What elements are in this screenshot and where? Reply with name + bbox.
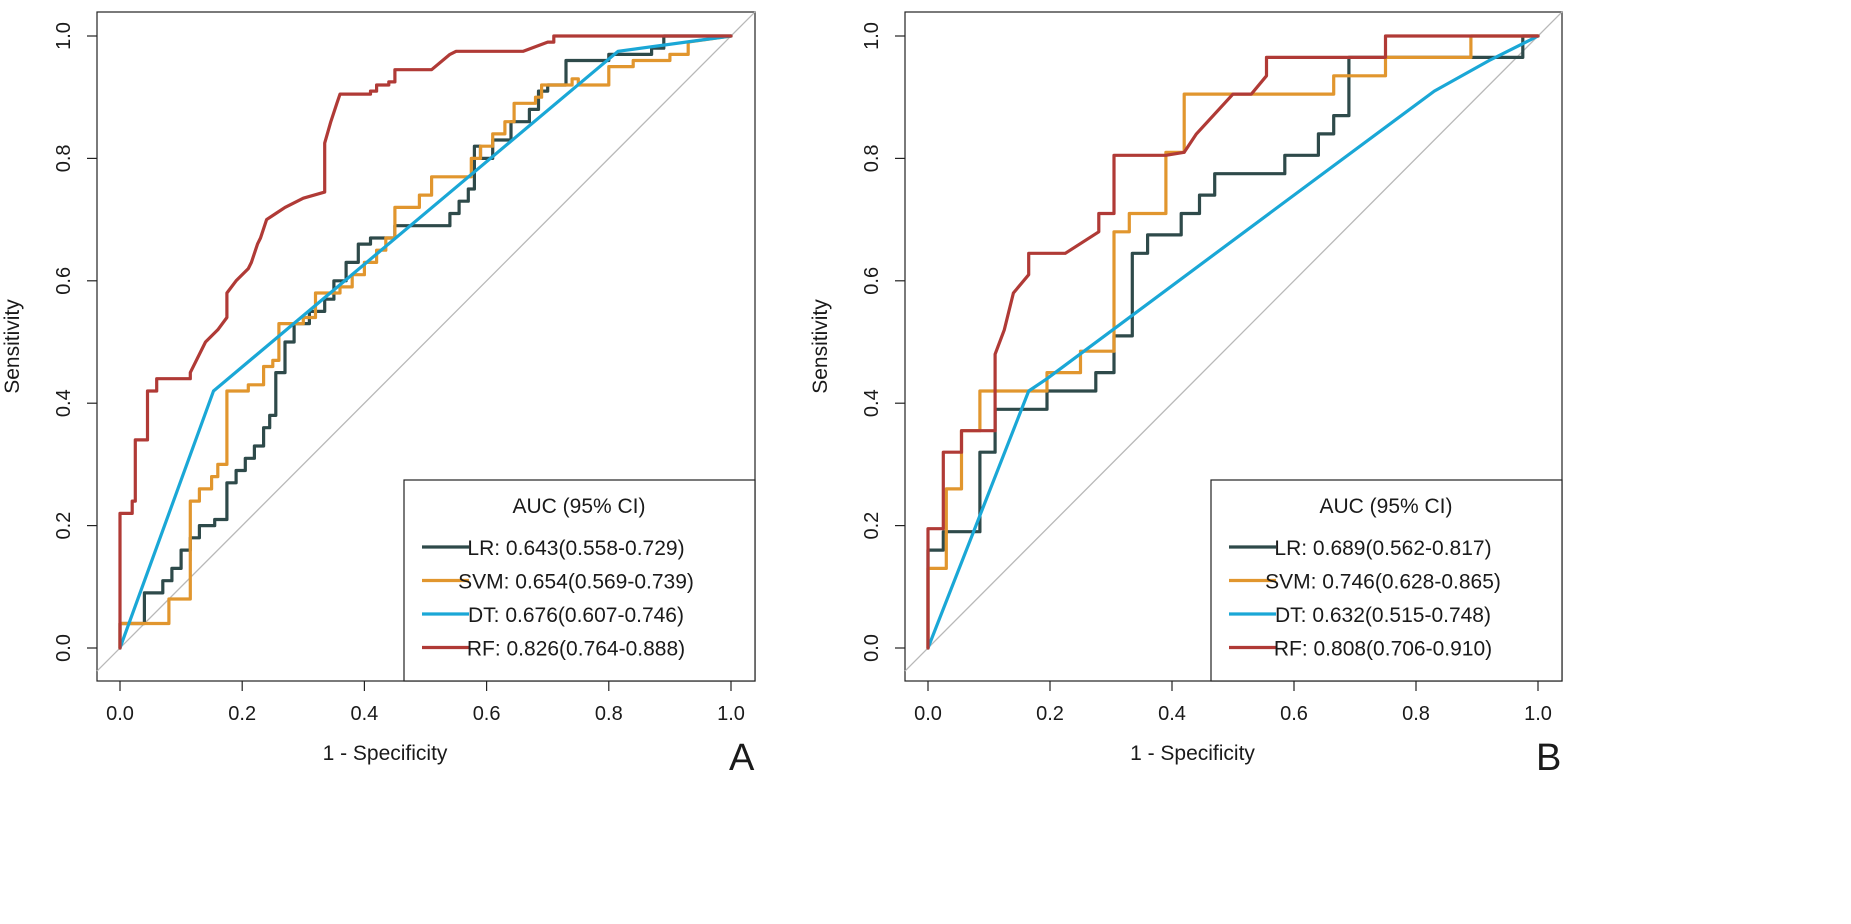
x-axis-title: 1 - Specificity xyxy=(1130,742,1255,765)
roc-curve-svm xyxy=(926,34,1540,650)
panel-letter: A xyxy=(729,737,755,779)
roc-curve-dt xyxy=(926,34,1540,650)
legend-title: AUC (95% CI) xyxy=(512,495,645,518)
legend: AUC (95% CI) LR: 0.689(0.562-0.817) SVM: 0… xyxy=(1210,479,1563,682)
y-tick-label: 0.2 xyxy=(53,512,75,540)
x-tick-label: 0.2 xyxy=(1036,703,1064,725)
x-tick-label: 0.6 xyxy=(1280,703,1308,725)
legend-entry-rf: RF: 0.826(0.764-0.888) xyxy=(467,638,685,661)
y-tick-label: 0.8 xyxy=(861,144,883,172)
x-tick-label: 1.0 xyxy=(717,703,745,725)
legend-entry-lr: LR: 0.643(0.558-0.729) xyxy=(467,537,684,560)
roc-curve-rf xyxy=(118,34,733,650)
y-tick-label: 0.6 xyxy=(861,267,883,295)
panel-a: 0.0 0.2 0.4 0.6 0.8 1.0 0.0 0.2 0.4 0.6 0.8 1.0 1 - … xyxy=(1,11,756,779)
reference-diagonal xyxy=(904,11,1563,672)
roc-curve-dt xyxy=(118,34,733,650)
y-tick-label: 0.6 xyxy=(53,267,75,295)
roc-curve-rf xyxy=(926,34,1540,650)
y-tick-label: 1.0 xyxy=(861,22,883,50)
panel-b: 0.0 0.2 0.4 0.6 0.8 1.0 0.0 0.2 0.4 0.6 0.8 1.0 1 - … xyxy=(809,11,1563,779)
y-axis-title: Sensitivity xyxy=(1,299,24,394)
legend-entry-svm: SVM: 0.654(0.569-0.739) xyxy=(458,571,694,594)
reference-diagonal xyxy=(96,11,756,672)
legend-entry-lr: LR: 0.689(0.562-0.817) xyxy=(1274,537,1491,560)
x-tick-label: 1.0 xyxy=(1524,703,1552,725)
y-tick-label: 0.4 xyxy=(861,389,883,417)
x-tick-label: 0.4 xyxy=(1158,703,1186,725)
x-tick-label: 0.8 xyxy=(595,703,623,725)
y-tick-label: 1.0 xyxy=(53,22,75,50)
y-tick-label: 0.0 xyxy=(861,634,883,662)
legend-entry-dt: DT: 0.632(0.515-0.748) xyxy=(1275,604,1491,627)
roc-curve-lr xyxy=(926,34,1540,650)
panel-letter: B xyxy=(1536,737,1561,779)
x-tick-label: 0.2 xyxy=(228,703,256,725)
x-tick-label: 0.0 xyxy=(914,703,942,725)
y-axis-title: Sensitivity xyxy=(809,299,832,394)
legend-entry-svm: SVM: 0.746(0.628-0.865) xyxy=(1265,571,1501,594)
y-tick-label: 0.8 xyxy=(53,144,75,172)
x-tick-label: 0.6 xyxy=(473,703,501,725)
legend: AUC (95% CI) LR: 0.643(0.558-0.729) SVM: 0… xyxy=(403,479,756,682)
y-tick-label: 0.2 xyxy=(861,512,883,540)
roc-curve-lr xyxy=(118,34,733,650)
legend-entry-dt: DT: 0.676(0.607-0.746) xyxy=(468,604,684,627)
x-tick-label: 0.0 xyxy=(106,703,134,725)
x-tick-label: 0.4 xyxy=(350,703,378,725)
y-tick-label: 0.4 xyxy=(53,389,75,417)
y-tick-label: 0.0 xyxy=(53,634,75,662)
roc-curve-svm xyxy=(118,34,733,650)
x-axis-title: 1 - Specificity xyxy=(323,742,448,765)
legend-entry-rf: RF: 0.808(0.706-0.910) xyxy=(1274,638,1492,661)
x-tick-label: 0.8 xyxy=(1402,703,1430,725)
legend-title: AUC (95% CI) xyxy=(1319,495,1452,518)
